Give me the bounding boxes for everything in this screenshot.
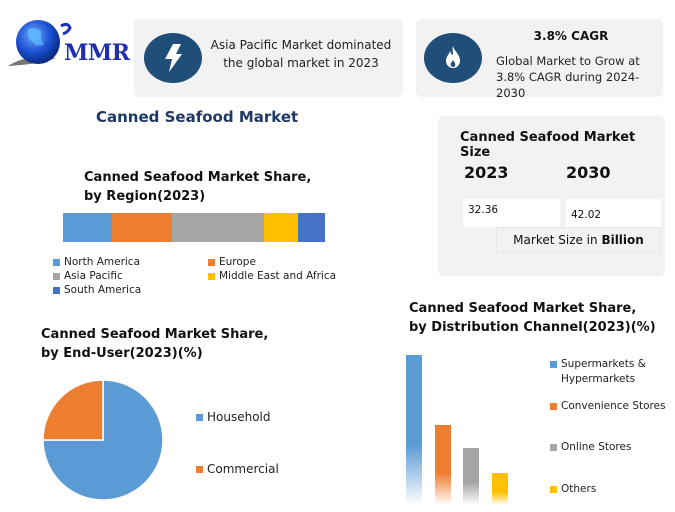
distribution-bar: [406, 355, 422, 505]
legend-swatch: [53, 272, 60, 280]
enduser-pie-chart: [43, 380, 163, 500]
region-legend-item: South America: [53, 284, 141, 296]
value-2023: 32.36: [463, 199, 560, 227]
legend-swatch: [208, 258, 215, 266]
globe-icon: [8, 20, 72, 66]
year-2023: 2023: [464, 163, 509, 182]
market-size-unit: Market Size in Billion: [496, 227, 661, 253]
legend-label: South America: [64, 284, 142, 296]
legend-swatch: [53, 286, 60, 294]
cagr-card: 3.8% CAGR Global Market to Grow at 3.8% …: [416, 19, 663, 100]
region-legend-item: Middle East and Africa: [208, 270, 336, 282]
enduser-chart-title: Canned Seafood Market Share, by End-User…: [41, 325, 268, 363]
region-highlight-card: Asia Pacific Market dominated the global…: [134, 19, 403, 97]
pie-slice: [43, 380, 104, 441]
distribution-bar: [491, 473, 508, 505]
logo-text: MMR: [64, 40, 130, 66]
distribution-bar: [463, 447, 479, 505]
flame-icon: [424, 33, 482, 83]
unit-prefix: Market Size in: [513, 233, 602, 247]
market-size-card: Canned Seafood Market Size 2023 2030 32.…: [438, 116, 665, 276]
legend-swatch: [196, 413, 203, 421]
legend-label: Middle East and Africa: [219, 270, 337, 282]
distribution-bar: [434, 425, 451, 505]
enduser-title-line1: Canned Seafood Market Share,: [41, 327, 269, 342]
year-2030: 2030: [566, 163, 611, 182]
legend-label: Europe: [219, 256, 256, 268]
region-segment: [297, 213, 325, 242]
market-size-title: Canned Seafood Market Size: [460, 130, 636, 160]
region-segment: [111, 213, 172, 242]
legend-label: Others: [561, 483, 597, 495]
legend-label: Household: [207, 410, 271, 424]
enduser-legend-item: Commercial: [196, 462, 279, 476]
region-stacked-bar: [63, 213, 325, 242]
mmr-logo: MMR: [6, 14, 131, 76]
legend-swatch: [53, 258, 60, 266]
enduser-legend-item: Household: [196, 410, 271, 424]
legend-label: Convenience Stores: [561, 400, 666, 412]
region-segment: [263, 213, 298, 242]
unit-bold: Billion: [601, 233, 644, 247]
legend-swatch: [550, 360, 557, 368]
legend-label: North America: [64, 256, 141, 268]
cagr-text: Global Market to Grow at 3.8% CAGR durin…: [496, 54, 640, 100]
distribution-legend-item: Others: [550, 483, 596, 495]
legend-swatch: [550, 402, 557, 410]
distribution-legend-item: Convenience Stores: [550, 400, 666, 412]
region-segment: [63, 213, 112, 242]
legend-label: Commercial: [207, 462, 279, 476]
legend-swatch: [550, 485, 557, 493]
distribution-legend-label-cont: Hypermarkets: [561, 373, 636, 385]
cagr-title: 3.8% CAGR: [533, 29, 609, 43]
region-chart-title: Canned Seafood Market Share, by Region(2…: [84, 168, 311, 206]
region-title-line1: Canned Seafood Market Share,: [84, 170, 312, 185]
legend-label: Asia Pacific: [64, 270, 123, 282]
enduser-title-line2: by End-User(2023)(%): [41, 346, 203, 361]
region-segment: [171, 213, 264, 242]
value-2030: 42.02: [566, 199, 661, 227]
legend-label: Online Stores: [561, 441, 632, 453]
distribution-title-line1: Canned Seafood Market Share,: [409, 301, 637, 316]
lightning-bolt-icon: [144, 33, 202, 83]
region-highlight-text: Asia Pacific Market dominated the global…: [210, 38, 392, 70]
distribution-chart-title: Canned Seafood Market Share, by Distribu…: [409, 299, 656, 337]
region-legend-item: North America: [53, 256, 140, 268]
legend-swatch: [550, 443, 557, 451]
region-title-line2: by Region(2023): [84, 189, 206, 204]
distribution-legend-item: Supermarkets &: [550, 358, 646, 370]
pie-slice: [43, 380, 163, 500]
distribution-legend-item: Online Stores: [550, 441, 631, 453]
distribution-bar-chart: [400, 345, 530, 505]
legend-label: Supermarkets &: [561, 358, 646, 370]
page-title: Canned Seafood Market: [96, 108, 299, 126]
legend-swatch: [208, 272, 215, 280]
region-legend-item: Asia Pacific: [53, 270, 123, 282]
distribution-title-line2: by Distribution Channel(2023)(%): [409, 320, 656, 335]
legend-swatch: [196, 465, 203, 473]
region-legend-item: Europe: [208, 256, 256, 268]
